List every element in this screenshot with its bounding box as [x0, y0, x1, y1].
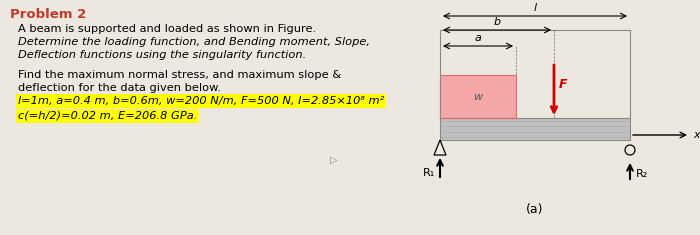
Text: Find the maximum normal stress, and maximum slope &: Find the maximum normal stress, and maxi…: [18, 70, 341, 80]
Text: x: x: [693, 130, 699, 140]
Text: A beam is supported and loaded as shown in Figure.: A beam is supported and loaded as shown …: [18, 24, 316, 34]
Text: R₁: R₁: [423, 168, 435, 178]
Text: Determine the loading function, and Bending moment, Slope,: Determine the loading function, and Bend…: [18, 37, 370, 47]
Text: Deflection functions using the singularity function.: Deflection functions using the singulari…: [18, 50, 307, 60]
Text: Problem 2: Problem 2: [10, 8, 86, 21]
Bar: [440, 75, 516, 118]
Text: a: a: [475, 33, 482, 43]
Text: F: F: [559, 78, 568, 91]
Text: deflection for the data given below.: deflection for the data given below.: [18, 83, 221, 93]
Text: (a): (a): [526, 204, 544, 216]
Text: R₂: R₂: [636, 169, 648, 179]
Bar: [440, 118, 630, 140]
Text: l: l: [533, 3, 537, 13]
Text: b: b: [494, 17, 500, 27]
Text: w: w: [473, 91, 482, 102]
Text: c(=h/2)=0.02 m, E=206.8 GPa.: c(=h/2)=0.02 m, E=206.8 GPa.: [18, 111, 197, 121]
Text: ▷: ▷: [330, 155, 337, 165]
Text: l=1m, a=0.4 m, b=0.6m, w=200 N/m, F=500 N, I=2.85×10⁸ m²: l=1m, a=0.4 m, b=0.6m, w=200 N/m, F=500 …: [18, 96, 384, 106]
